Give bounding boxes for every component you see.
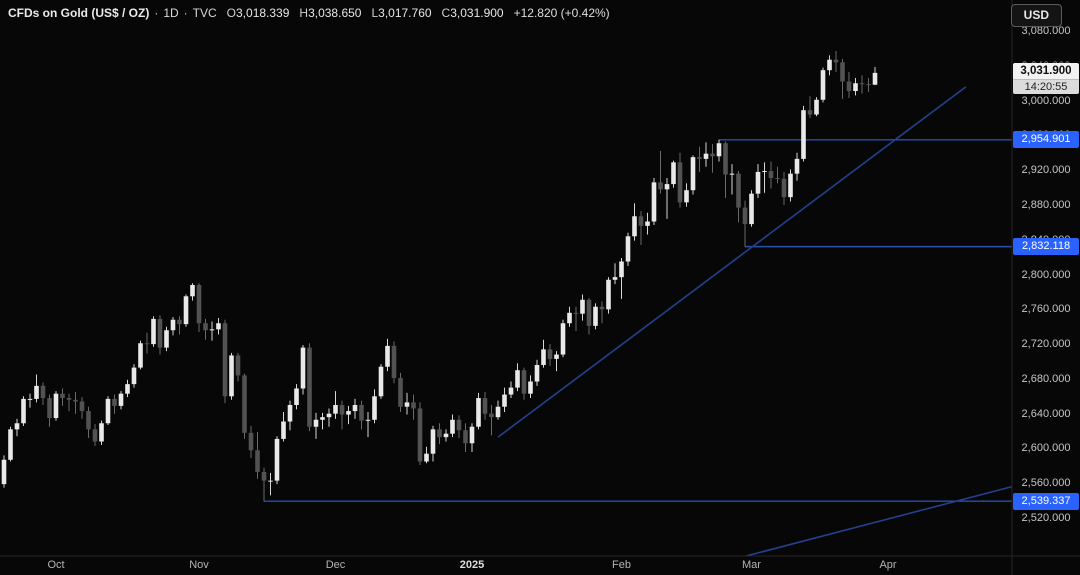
currency-button[interactable]: USD [1010,4,1062,27]
level-price-label: 2,832.118 [1013,238,1079,256]
time-axis-label: Mar [742,559,761,571]
price-tick-label: 2,720.000 [1021,338,1071,351]
legend-separator: · [154,6,159,20]
last-price-label: 3,031.900 14:20:55 [1013,62,1079,94]
symbol-legend[interactable]: CFDs on Gold (US$ / OZ) · 1D · TVC O3,01… [8,6,610,22]
time-axis-label: Nov [189,559,209,571]
price-tick-label: 3,000.000 [1021,94,1071,107]
exchange-label: TVC [192,6,217,20]
price-tick-label: 2,880.000 [1021,198,1071,211]
price-tick-label: 2,680.000 [1021,372,1071,385]
last-price-value: 3,031.900 [1013,62,1079,79]
price-tick-label: 2,760.000 [1021,303,1071,316]
ohlc-close: C3,031.900 [441,6,504,20]
ohlc-low: L3,017.760 [371,6,432,20]
timeframe-label[interactable]: 1D [163,6,179,20]
price-tick-label: 2,560.000 [1021,477,1071,490]
time-axis-label: Dec [325,559,346,571]
level-price-label: 2,539.337 [1013,492,1079,510]
time-axis-label: 2025 [459,559,485,571]
legend-separator: · [183,6,188,20]
ohlc-high: H3,038.650 [299,6,362,20]
price-tick-label: 2,800.000 [1021,268,1071,281]
level-price-label: 2,954.901 [1013,131,1079,149]
ohlc-open: O3,018.339 [226,6,290,20]
price-tick-label: 3,080.000 [1021,25,1071,38]
symbol-title[interactable]: CFDs on Gold (US$ / OZ) [8,6,150,20]
price-change: +12.820 (+0.42%) [513,6,610,20]
time-axis-label: Apr [879,559,897,571]
price-tick-label: 2,920.000 [1021,164,1071,177]
time-axis-label: Oct [47,559,65,571]
price-tick-label: 2,640.000 [1021,407,1071,420]
time-axis-label: Feb [612,559,631,571]
price-axis[interactable]: 3,031.900 14:20:55 2,520.000 2,560.000 2,6… [1012,0,1080,556]
price-tick-label: 2,520.000 [1021,512,1071,525]
price-tick-label: 2,600.000 [1021,442,1071,455]
time-axis[interactable]: Oct Nov Dec 2025 Feb Mar Apr [0,556,1080,575]
bar-countdown: 14:20:55 [1013,78,1079,94]
